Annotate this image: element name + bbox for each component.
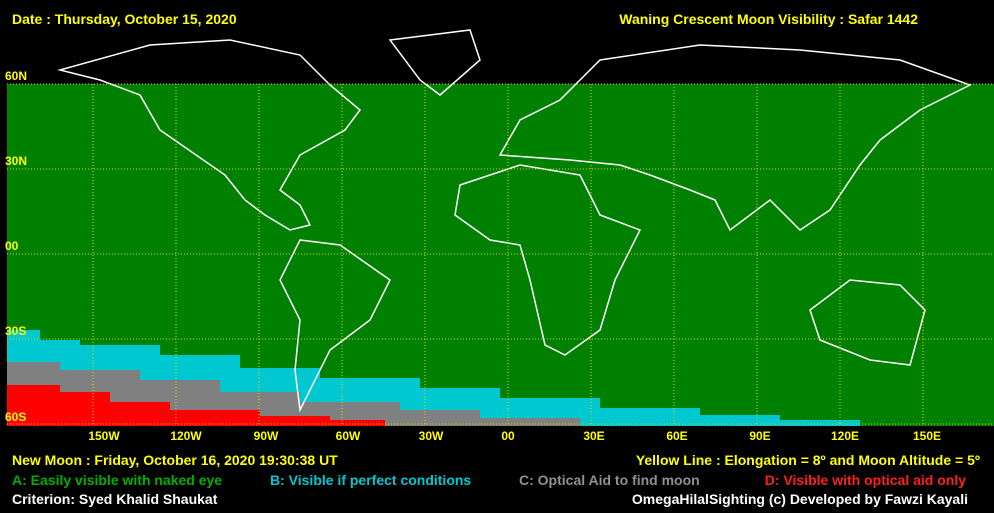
lat-label: 30N xyxy=(5,154,27,168)
lon-label: 150W xyxy=(88,429,120,443)
latitude-labels: 60N 30N 00 30S 60S xyxy=(5,69,27,424)
lon-label: 90W xyxy=(254,429,279,443)
legend-a: A: Easily visible with naked eye xyxy=(12,472,222,488)
lon-label: 90E xyxy=(749,429,770,443)
lon-label: 150E xyxy=(913,429,941,443)
lon-label: 120W xyxy=(170,429,202,443)
grid xyxy=(7,83,994,426)
lon-label: 30W xyxy=(419,429,444,443)
lat-label: 60S xyxy=(5,410,26,424)
zone-d xyxy=(7,385,385,426)
longitude-labels: 150W 120W 90W 60W 30W 00 30E 60E 90E 120… xyxy=(88,429,941,443)
legend-b: B: Visible if perfect conditions xyxy=(270,472,471,488)
coastlines xyxy=(57,29,972,413)
credit: OmegaHilalSighting (c) Developed by Fawz… xyxy=(632,491,968,507)
lat-label: 60N xyxy=(5,69,27,83)
date: Date : Thursday, October 15, 2020 xyxy=(12,11,237,27)
lon-label: 60W xyxy=(336,429,361,443)
lon-label: 00 xyxy=(501,429,515,443)
yellow-line-note: Yellow Line : Elongation = 8º and Moon A… xyxy=(636,452,980,468)
lon-label: 120E xyxy=(831,429,859,443)
lat-label: 00 xyxy=(5,239,19,253)
lat-label: 30S xyxy=(5,324,26,338)
new-moon: New Moon : Friday, October 16, 2020 19:3… xyxy=(12,452,338,468)
lon-label: 60E xyxy=(666,429,687,443)
title: Waning Crescent Moon Visibility : Safar … xyxy=(619,11,918,27)
legend-d: D: Visible with optical aid only xyxy=(765,472,966,488)
legend-c: C: Optical Aid to find moon xyxy=(519,472,700,488)
lon-label: 30E xyxy=(583,429,604,443)
criterion: Criterion: Syed Khalid Shaukat xyxy=(12,491,218,507)
